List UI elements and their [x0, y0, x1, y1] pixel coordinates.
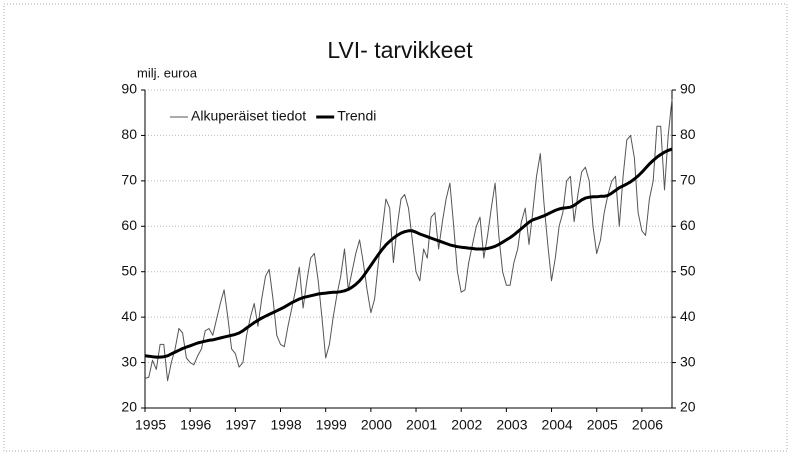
frame: [3, 3, 788, 452]
y-tick-label: 40: [121, 308, 137, 324]
x-tick-label: 1999: [316, 417, 347, 433]
y-tick-label: 70: [121, 172, 137, 188]
y-tick-label: 60: [121, 217, 137, 233]
x-tick-label: 2003: [496, 417, 527, 433]
y2-tick-label: 20: [680, 399, 696, 415]
y-tick-label: 80: [121, 126, 137, 142]
x-tick-label: 2002: [451, 417, 482, 433]
y-tick-label: 30: [121, 353, 137, 369]
series-line: [144, 99, 673, 382]
x-tick-label: 1995: [135, 417, 166, 433]
x-tick-label: 2006: [632, 417, 663, 433]
y-axis-label: milj. euroa: [137, 65, 198, 80]
legend-label: Trendi: [337, 108, 376, 124]
x-tick-label: 1997: [225, 417, 256, 433]
y-tick-label: 50: [121, 262, 137, 278]
y-tick-label: 20: [121, 399, 137, 415]
x-tick-label: 1998: [271, 417, 302, 433]
y2-tick-label: 80: [680, 126, 696, 142]
y2-tick-label: 30: [680, 353, 696, 369]
x-tick-label: 2001: [406, 417, 437, 433]
x-tick-label: 2004: [542, 417, 573, 433]
y-tick-label: 90: [121, 81, 137, 97]
chart-title: LVI- tarvikkeet: [327, 37, 473, 63]
x-tick-label: 1996: [180, 417, 211, 433]
series-line: [144, 147, 673, 359]
y2-tick-label: 40: [680, 308, 696, 324]
y2-tick-label: 50: [680, 262, 696, 278]
x-tick-label: 2000: [361, 417, 392, 433]
y2-tick-label: 60: [680, 217, 696, 233]
y2-tick-label: 90: [680, 81, 696, 97]
legend-label: Alkuperäiset tiedot: [191, 108, 306, 124]
y2-tick-label: 70: [680, 172, 696, 188]
x-tick-label: 2005: [587, 417, 618, 433]
